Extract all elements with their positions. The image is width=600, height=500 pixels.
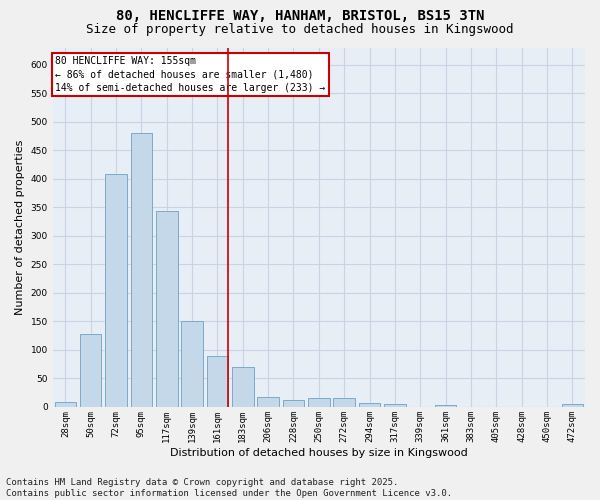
Bar [181, 322, 203, 407]
Bar [308, 398, 329, 407]
Text: Contains HM Land Registry data © Crown copyright and database right 2025.
Contai: Contains HM Land Registry data © Crown c… [6, 478, 452, 498]
Bar [55, 402, 76, 407]
Y-axis label: Number of detached properties: Number of detached properties [15, 140, 25, 315]
Bar [105, 174, 127, 407]
Bar [283, 400, 304, 407]
Bar [562, 404, 583, 407]
X-axis label: Distribution of detached houses by size in Kingswood: Distribution of detached houses by size … [170, 448, 468, 458]
Bar [435, 405, 457, 407]
Bar [359, 403, 380, 407]
Bar [232, 367, 254, 407]
Bar [80, 334, 101, 407]
Bar [334, 398, 355, 407]
Bar [131, 133, 152, 407]
Text: 80 HENCLIFFE WAY: 155sqm
← 86% of detached houses are smaller (1,480)
14% of sem: 80 HENCLIFFE WAY: 155sqm ← 86% of detach… [55, 56, 326, 93]
Bar [384, 404, 406, 407]
Bar [206, 356, 228, 407]
Text: Size of property relative to detached houses in Kingswood: Size of property relative to detached ho… [86, 22, 514, 36]
Text: 80, HENCLIFFE WAY, HANHAM, BRISTOL, BS15 3TN: 80, HENCLIFFE WAY, HANHAM, BRISTOL, BS15… [116, 9, 484, 23]
Bar [257, 396, 279, 407]
Bar [156, 211, 178, 407]
